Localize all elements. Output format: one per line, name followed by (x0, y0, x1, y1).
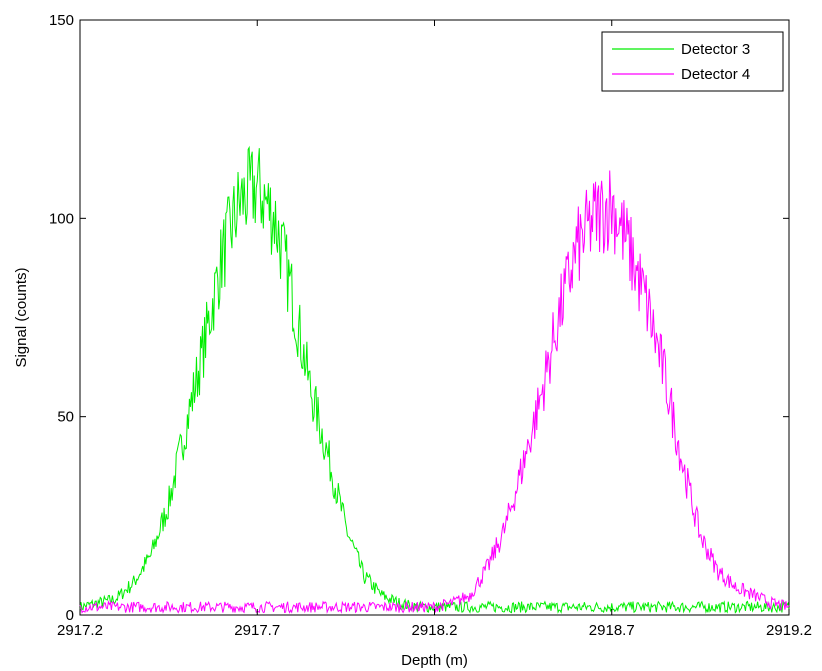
legend-label-detector-3: Detector 3 (681, 41, 750, 58)
y-tick-label: 150 (49, 12, 74, 29)
tick-layer: 2917.2 2917.7 2918.2 2918.7 2919.2 0 50 100 150 (49, 12, 812, 639)
legend-label-detector-4: Detector 4 (681, 66, 750, 83)
legend: Detector 3 Detector 4 (601, 31, 784, 92)
y-tick-label: 0 (66, 607, 74, 624)
y-tick-label: 50 (57, 409, 74, 426)
x-axis-label: Depth (m) (401, 652, 468, 669)
series-layer (79, 145, 790, 615)
series-line-detector-4 (79, 170, 790, 615)
x-tick-label: 2917.7 (234, 622, 280, 639)
x-tick-label: 2918.7 (589, 622, 635, 639)
y-tick-label: 100 (49, 210, 74, 227)
x-tick-label: 2918.2 (412, 622, 458, 639)
x-tick-label: 2919.2 (766, 622, 812, 639)
y-axis-label: Signal (counts) (13, 267, 30, 367)
plot-area (79, 19, 790, 616)
x-tick-label: 2917.2 (57, 622, 103, 639)
legend-box (601, 31, 784, 92)
